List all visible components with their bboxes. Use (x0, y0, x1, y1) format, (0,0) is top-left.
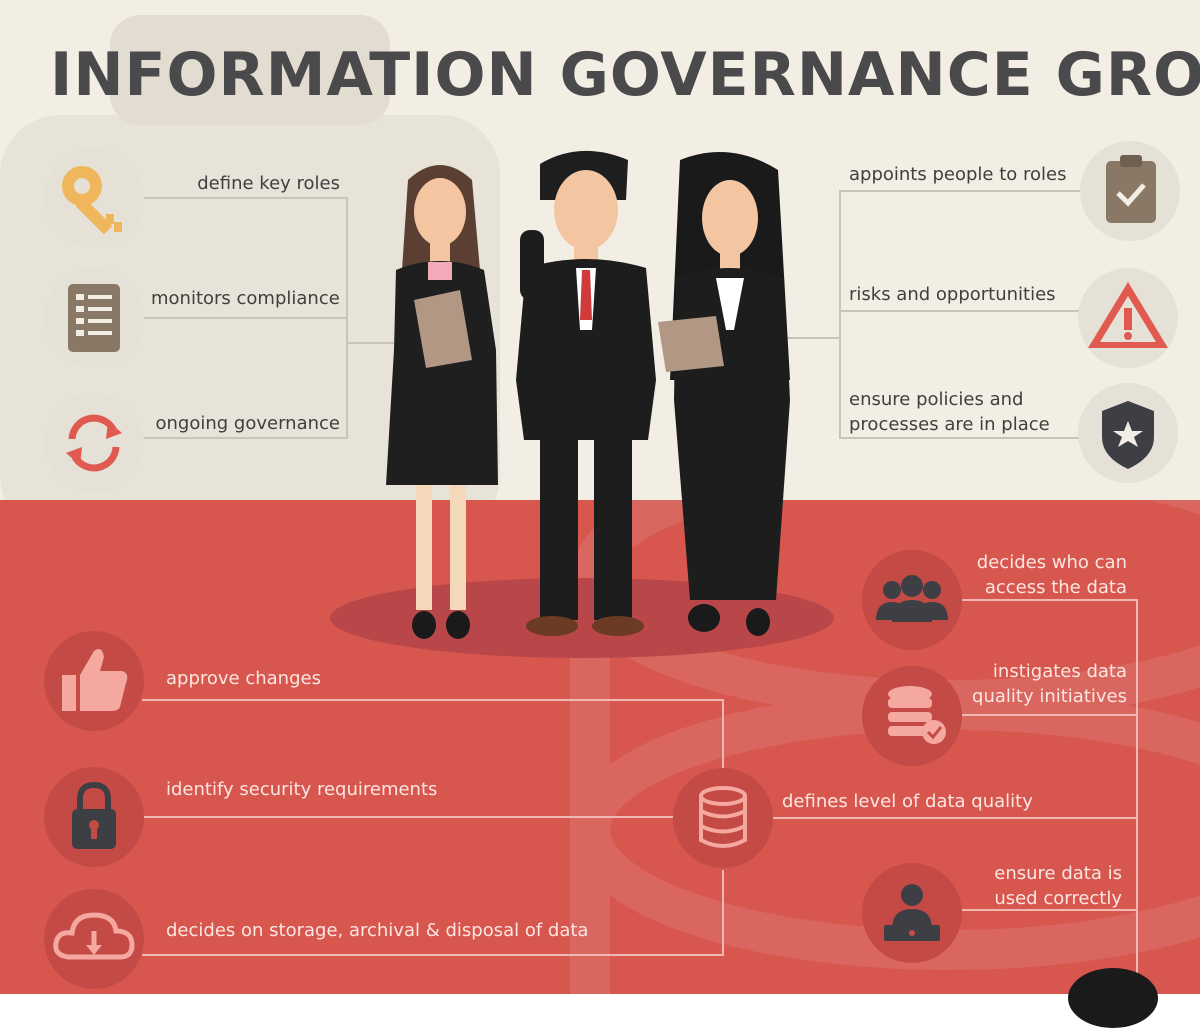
man-center-figure (516, 150, 656, 636)
refresh-icon (66, 414, 122, 472)
label-appoints-people: appoints people to roles (849, 164, 1067, 185)
policies-icon-circle (1078, 383, 1178, 483)
label-ensure-policies: ensure policies and processes are in pla… (849, 387, 1050, 437)
appoints-icon-circle (1080, 141, 1180, 241)
thumbs-up-icon (62, 649, 128, 711)
person-laptop-icon (884, 884, 940, 941)
label-risks-opportunities: risks and opportunities (849, 284, 1056, 305)
warning-icon (1088, 282, 1168, 348)
label-ensure-data-used: ensure data is used correctly (900, 861, 1122, 911)
label-ongoing-governance: ongoing governance (155, 413, 340, 434)
label-defines-data-quality: defines level of data quality (782, 791, 1033, 812)
compliance-icon-circle (44, 268, 144, 368)
lock-icon (72, 781, 116, 849)
access-icon-circle (862, 550, 962, 650)
label-line: instigates data (992, 661, 1127, 682)
label-line: ensure data is (994, 863, 1122, 884)
label-line: decides who can (976, 552, 1127, 573)
label-storage-archival: decides on storage, archival & disposal … (166, 920, 589, 941)
woman-left-figure (386, 165, 498, 639)
label-monitors-compliance: monitors compliance (151, 288, 340, 309)
label-line: used correctly (994, 888, 1122, 909)
people-illustration (330, 150, 834, 658)
data-quality-icon-circle (673, 768, 773, 868)
label-decides-access: decides who can access the data (900, 550, 1127, 600)
key-icon (62, 166, 122, 235)
cloud-download-icon (53, 912, 135, 960)
security-icon-circle (44, 767, 144, 867)
used-correctly-icon-circle (862, 863, 962, 963)
governance-icon-circle (44, 393, 144, 493)
label-line: ensure policies and (849, 389, 1024, 410)
cropped-figure-hair (1068, 968, 1158, 1028)
label-define-key-roles: define key roles (197, 173, 340, 194)
group-icon (876, 575, 948, 622)
label-line: processes are in place (849, 414, 1050, 435)
database-icon (699, 786, 747, 848)
page-title: INFORMATION GOVERNANCE GROUP (50, 40, 1200, 110)
label-approve-changes: approve changes (166, 668, 321, 689)
checklist-icon (68, 284, 120, 352)
shield-star-icon (1102, 401, 1154, 469)
label-identify-security: identify security requirements (166, 779, 438, 800)
quality-initiatives-icon-circle (862, 666, 962, 766)
clipboard-check-icon (1106, 155, 1156, 223)
woman-right-figure (658, 152, 790, 636)
label-line: access the data (984, 577, 1127, 598)
storage-icon-circle (44, 889, 144, 989)
connector-lines (142, 190, 1138, 994)
key-role-icon-circle (44, 148, 144, 248)
label-line: quality initiatives (972, 686, 1127, 707)
label-instigates-quality: instigates data quality initiatives (900, 659, 1127, 709)
database-check-icon (888, 686, 946, 744)
approve-icon-circle (44, 631, 144, 731)
risks-icon-circle (1078, 268, 1178, 368)
